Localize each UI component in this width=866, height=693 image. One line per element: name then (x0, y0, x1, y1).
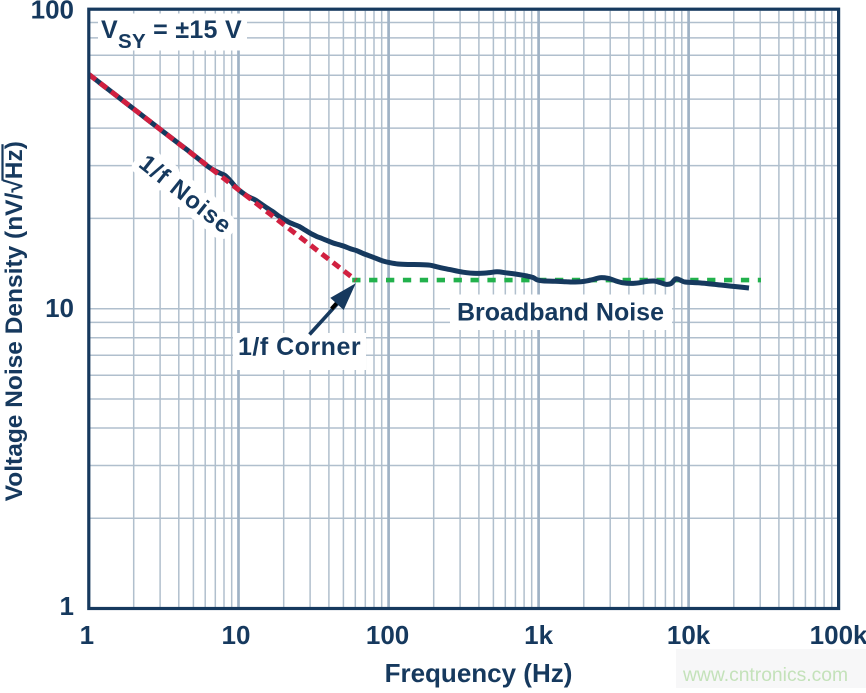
svg-text:Voltage Noise Density (nV/√Hz): Voltage Noise Density (nV/√Hz) (1, 141, 28, 501)
svg-text:1: 1 (60, 591, 74, 621)
svg-text:Broadband Noise: Broadband Noise (457, 299, 664, 327)
svg-text:1/f Noise: 1/f Noise (134, 150, 237, 240)
svg-text:1: 1 (80, 620, 94, 650)
svg-text:100: 100 (31, 0, 74, 25)
svg-text:100: 100 (366, 620, 409, 650)
svg-text:100k: 100k (810, 620, 866, 650)
svg-text:1k: 1k (524, 620, 553, 650)
svg-text:10: 10 (45, 293, 74, 323)
svg-text:1/f Corner: 1/f Corner (238, 333, 361, 361)
svg-text:www.cntronics.com: www.cntronics.com (682, 665, 848, 686)
svg-text:10k: 10k (667, 620, 711, 650)
svg-text:10: 10 (222, 620, 251, 650)
svg-text:Frequency (Hz): Frequency (Hz) (385, 658, 573, 688)
